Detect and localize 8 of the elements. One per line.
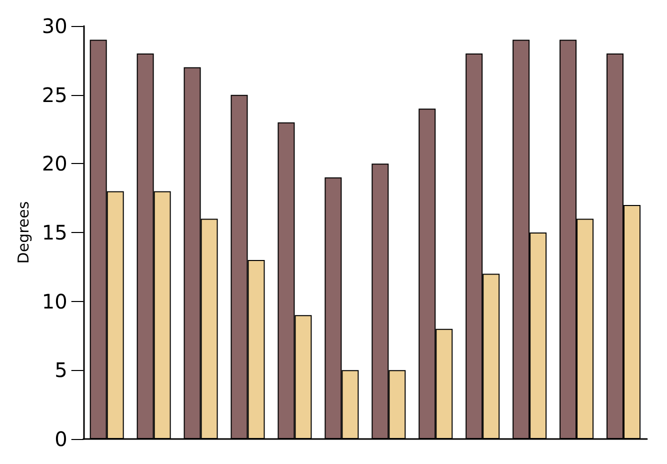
y-tick-label: 20 xyxy=(42,152,68,176)
y-tick-label: 5 xyxy=(54,358,68,382)
y-tick-label: 15 xyxy=(42,220,68,244)
y-tick-label: 0 xyxy=(54,427,68,451)
y-axis-title: Degrees xyxy=(14,201,32,264)
y-tick-label: 10 xyxy=(42,289,68,314)
y-tick-label: 25 xyxy=(42,82,68,107)
y-tick-label: 30 xyxy=(42,14,68,38)
